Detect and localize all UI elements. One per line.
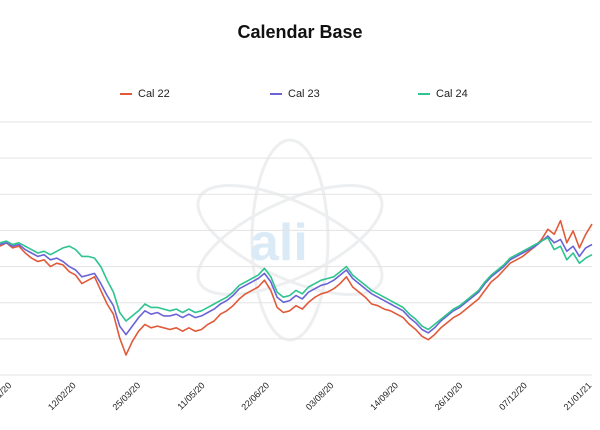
legend-swatch-cal-22 (120, 93, 132, 95)
legend-label-cal-23: Cal 23 (288, 88, 320, 100)
watermark-orbit-1 (196, 183, 384, 297)
x-tick-label: 26/10/20 (433, 380, 465, 412)
legend-item-cal-23[interactable]: Cal 23 (270, 88, 320, 100)
series-line-cal-23[interactable] (0, 235, 593, 336)
legend-item-cal-24[interactable]: Cal 24 (418, 88, 468, 100)
x-tick-label: 25/03/20 (110, 380, 142, 412)
chart-title: Calendar Base (237, 22, 363, 42)
watermark: ali (196, 138, 384, 342)
x-tick-label: 03/08/20 (304, 380, 336, 412)
grid-lines (0, 121, 592, 376)
legend-label-cal-22: Cal 22 (138, 88, 170, 100)
x-tick-label: 07/12/20 (497, 380, 529, 412)
legend-swatch-cal-24 (418, 93, 430, 95)
chart-legend: Cal 22 Cal 23 Cal 24 (0, 88, 600, 106)
series-line-cal-24[interactable] (0, 236, 593, 331)
legend-item-cal-22[interactable]: Cal 22 (120, 88, 170, 100)
series-lines (0, 219, 593, 356)
x-tick-label: 14/09/20 (368, 380, 400, 412)
watermark-orbit-2 (196, 183, 384, 297)
legend-label-cal-24: Cal 24 (436, 88, 468, 100)
x-axis-ticks: 01/01/20 12/02/20 25/03/20 11/05/20 22/06/20… (0, 380, 593, 412)
x-tick-label: 21/01/21 (562, 380, 594, 412)
x-tick-label: 11/05/20 (175, 380, 206, 411)
x-tick-label: 22/06/20 (239, 380, 271, 412)
series-line-cal-22[interactable] (0, 219, 593, 356)
x-tick-label: 12/02/20 (46, 380, 78, 412)
watermark-text: ali (250, 214, 308, 272)
x-tick-label: 01/01/20 (0, 380, 13, 412)
watermark-orbit-3 (250, 138, 330, 342)
legend-swatch-cal-23 (270, 93, 282, 95)
